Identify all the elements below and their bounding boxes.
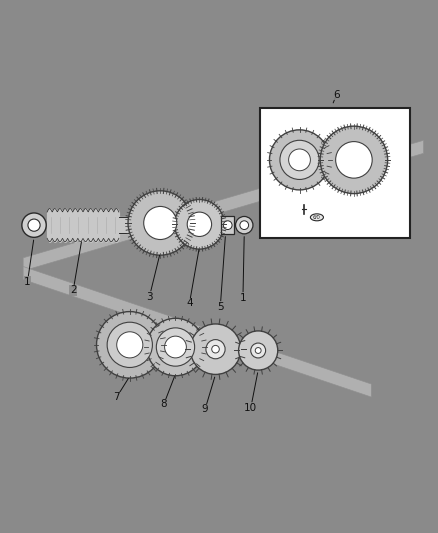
Circle shape (280, 140, 319, 180)
Circle shape (251, 343, 265, 358)
Text: 8: 8 (160, 399, 167, 409)
Ellipse shape (311, 214, 323, 221)
Circle shape (28, 219, 40, 231)
Circle shape (22, 213, 46, 237)
Circle shape (96, 312, 163, 378)
Circle shape (117, 332, 143, 358)
Circle shape (240, 221, 249, 230)
Circle shape (255, 348, 261, 353)
Circle shape (128, 191, 192, 255)
Circle shape (107, 322, 152, 367)
Circle shape (320, 126, 388, 193)
Polygon shape (23, 266, 371, 397)
Circle shape (269, 130, 329, 190)
Text: 2: 2 (70, 286, 77, 295)
Circle shape (156, 328, 194, 366)
Text: 1: 1 (24, 277, 31, 287)
Circle shape (187, 212, 212, 237)
Text: 7: 7 (113, 392, 120, 402)
Text: 9: 9 (202, 404, 208, 414)
Circle shape (175, 199, 224, 249)
Circle shape (144, 206, 177, 239)
Text: 6⁄0: 6⁄0 (313, 215, 321, 220)
Circle shape (206, 340, 225, 359)
Text: 4: 4 (186, 298, 193, 309)
Circle shape (212, 345, 219, 353)
Circle shape (147, 318, 204, 376)
Circle shape (289, 149, 311, 171)
Circle shape (236, 216, 253, 234)
Circle shape (239, 331, 278, 370)
Text: 10: 10 (244, 403, 258, 413)
Circle shape (336, 142, 372, 178)
Circle shape (190, 324, 241, 375)
Text: 1: 1 (240, 293, 246, 303)
Circle shape (223, 221, 232, 230)
Polygon shape (23, 140, 424, 271)
Bar (221, 216, 234, 234)
Text: 6: 6 (333, 90, 340, 100)
Circle shape (165, 336, 186, 358)
Text: 5: 5 (217, 302, 224, 312)
Text: 3: 3 (146, 292, 153, 302)
Bar (260, 108, 410, 238)
